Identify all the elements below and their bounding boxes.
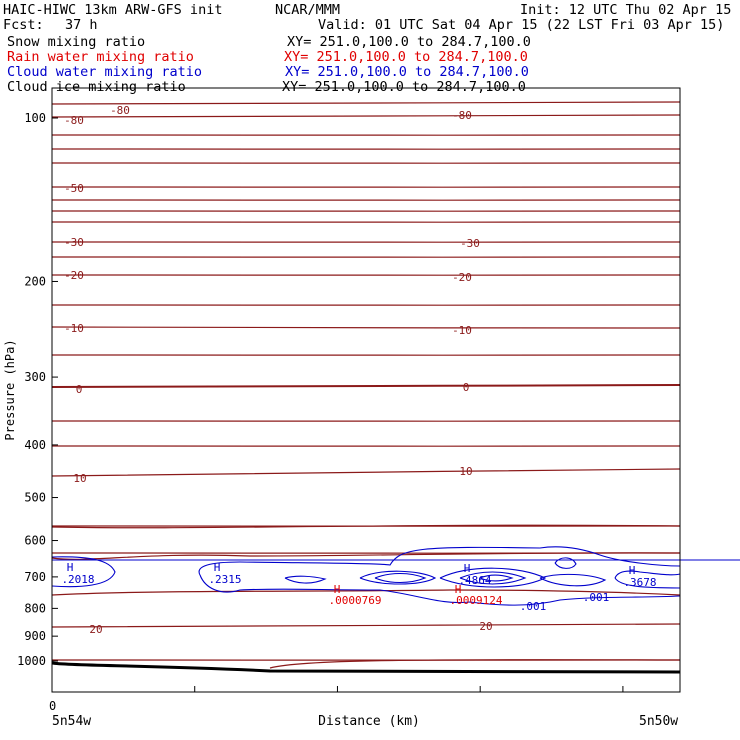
temp-contour-7 (51, 210, 681, 212)
field-cloudice-xy: XY= 251.0,100.0 to 284.7,100.0 (282, 79, 526, 95)
cloud-water-contour-7 (439, 567, 547, 588)
temp-label-13: 10 (459, 465, 472, 478)
temp-label-6: -20 (64, 269, 84, 282)
temp-contour-1 (51, 114, 681, 118)
cloud-water-max-value-1: .2315 (208, 573, 241, 586)
field-snow-xy: XY= 251.0,100.0 to 284.7,100.0 (287, 34, 531, 50)
temp-contour-low-1 (51, 552, 681, 560)
cloud-water-contour-10 (554, 557, 577, 569)
cloud-water-contour-6 (374, 572, 427, 584)
y-tick-label-100: 100 (24, 111, 46, 125)
cloud-water-contour-13 (614, 577, 681, 589)
cloud-water-max-value-0: .2018 (61, 573, 94, 586)
y-tick-label-400: 400 (24, 438, 46, 452)
temp-contour-9 (51, 241, 681, 243)
fcst-label: Fcst: (3, 17, 44, 33)
temp-contour-low-2 (51, 589, 681, 596)
y-tick-label-200: 200 (24, 274, 46, 288)
cloud-water-max-marker-0: H (67, 561, 74, 574)
temp-label-7: -20 (452, 271, 472, 284)
cloud-water-max-value-2: .4864 (458, 574, 491, 587)
cloud-water-contour-4 (284, 575, 327, 584)
y-tick-label-500: 500 (24, 491, 46, 505)
y-tick-label-700: 700 (24, 570, 46, 584)
temp-contour-5 (51, 186, 681, 188)
cloud-water-contour-8 (459, 571, 527, 585)
temp-contour-low-3 (269, 659, 681, 669)
temp-contour-4 (51, 162, 681, 164)
temp-contour-18 (51, 468, 681, 477)
temp-label-1: -80 (64, 114, 84, 127)
cloud-water-contour-12 (614, 570, 681, 579)
temp-contour-low-0 (51, 524, 681, 529)
temp-label-3: -50 (64, 182, 84, 195)
temp-label-10: 0 (76, 383, 83, 396)
cloud-water-max-marker-3: H (629, 564, 636, 577)
x-start-label: 5n54w (52, 714, 91, 729)
init-time: Init: 12 UTC Thu 02 Apr 15 (520, 2, 732, 18)
rain-water-max-value-0: .0000769 (329, 594, 382, 607)
rain-water-max-marker-1: H (455, 583, 462, 596)
y-tick-label-800: 800 (24, 601, 46, 615)
y-tick-label-900: 900 (24, 629, 46, 643)
y-axis-title: Pressure (hPa) (3, 339, 17, 440)
x-axis-title: Distance (km) (318, 714, 420, 729)
temp-contour-3 (51, 148, 681, 150)
cloud-water-contour-5 (359, 570, 437, 585)
temp-label-14: 20 (89, 623, 102, 636)
temp-label-4: -30 (64, 236, 84, 249)
temp-label-9: -10 (452, 324, 472, 337)
temp-label-11: 0 (463, 381, 470, 394)
valid-time: Valid: 01 UTC Sat 04 Apr 15 (22 LST Fri … (318, 17, 725, 33)
temp-contour-12 (51, 304, 681, 306)
cloud-water-max-marker-1: H (214, 561, 221, 574)
temp-contour-15 (51, 384, 681, 388)
field-cloudwater-xy: XY= 251.0,100.0 to 284.7,100.0 (285, 64, 529, 80)
temp-label-2: -80 (452, 109, 472, 122)
field-cloudice-label: Cloud ice mixing ratio (7, 79, 186, 95)
temp-label-8: -10 (64, 322, 84, 335)
cloud-water-contour-9 (479, 574, 514, 582)
rain-water-max-marker-0: H (334, 583, 341, 596)
field-cloudwater-label: Cloud water mixing ratio (7, 64, 203, 80)
temp-contour-8 (51, 221, 681, 223)
y-tick-label-600: 600 (24, 534, 46, 548)
cloud-water-contour-11 (539, 573, 607, 587)
x-end-label: 5n50w (639, 714, 678, 729)
y-tick-label-300: 300 (24, 370, 46, 384)
cloud-water-max-marker-2: H (464, 562, 471, 575)
model-title: HAIC-HIWC 13km ARW-GFS init (3, 2, 223, 18)
temp-contour-11 (51, 274, 681, 276)
field-rain-label: Rain water mixing ratio (7, 49, 194, 65)
plot-frame (51, 87, 681, 693)
cloud-water-label-1: .001 (583, 591, 610, 604)
cloud-water-contour-0 (51, 556, 116, 588)
temp-contour-21 (51, 623, 681, 628)
temp-label-12: 10 (73, 472, 86, 485)
temp-contour-10 (51, 256, 681, 258)
cloud-water-contour-3 (199, 574, 681, 606)
temp-contour-2 (51, 134, 681, 136)
temp-contour-14 (51, 354, 681, 356)
temp-label-15: 20 (479, 620, 492, 633)
cloud-water-contour-2 (198, 546, 681, 576)
y-tick-label-1000: 1000 (17, 654, 46, 668)
temp-contour-17 (51, 445, 681, 447)
temp-contour-13 (51, 326, 681, 329)
x-zero-label: 0 (49, 699, 56, 713)
temp-contour-6 (51, 199, 681, 201)
rain-water-max-value-1: .0009124 (450, 594, 503, 607)
temp-label-0: -80 (110, 104, 130, 117)
cloud-water-label-0: .001 (520, 600, 547, 613)
terrain-line (51, 661, 681, 674)
center-label: NCAR/MMM (275, 2, 341, 18)
field-rain-xy: XY= 251.0,100.0 to 284.7,100.0 (284, 49, 528, 65)
temp-contour-0 (51, 101, 681, 105)
field-snow-label: Snow mixing ratio (7, 34, 146, 50)
cloud-water-max-value-3: .3678 (623, 576, 656, 589)
temp-label-5: -30 (460, 237, 480, 250)
fcst-value: 37 h (65, 17, 98, 33)
temp-contour-16 (51, 420, 681, 422)
